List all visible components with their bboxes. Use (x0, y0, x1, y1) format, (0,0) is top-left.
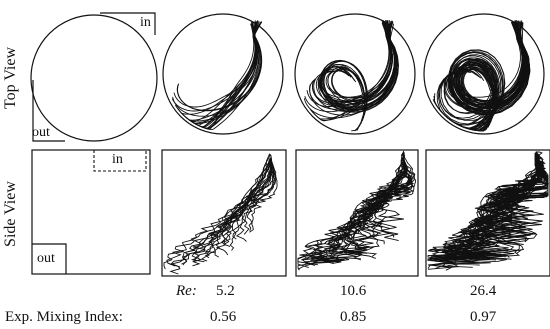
mixing-value-3: 0.97 (470, 309, 497, 325)
streamline (214, 163, 272, 258)
streamline (444, 22, 528, 115)
streamline (173, 21, 258, 108)
streamline (297, 155, 404, 270)
streamline (191, 159, 272, 263)
re-value-2: 10.6 (340, 283, 367, 299)
streamline (232, 157, 275, 240)
top-schematic (30, 12, 158, 142)
streamline (443, 21, 527, 114)
side-view-re-10.6 (295, 149, 419, 277)
streamline (450, 154, 545, 256)
streamline (172, 21, 263, 117)
top-view-re-10.6 (294, 13, 416, 135)
mixing-value-2: 0.85 (340, 309, 367, 325)
streamline (297, 152, 404, 269)
row-label-top: Top View (2, 46, 19, 110)
streamline (331, 21, 396, 131)
top-view-re-5.2 (162, 13, 284, 135)
streamline (297, 150, 404, 266)
streamline (171, 21, 259, 112)
streamline (166, 153, 272, 267)
streamline (325, 21, 393, 98)
side-view-re-26.4 (425, 149, 550, 277)
streamline (461, 158, 547, 260)
mixing-index-label: Exp. Mixing Index: (5, 309, 123, 325)
re-value-3: 26.4 (470, 283, 497, 299)
streamline (323, 22, 397, 107)
streamline (169, 163, 272, 275)
streamline (475, 164, 549, 259)
streamline (452, 21, 521, 98)
top-inlet-line (100, 12, 156, 35)
row-label-side: Side View (2, 181, 19, 247)
side-inlet-box (93, 150, 147, 172)
side-view-re-5.2 (161, 149, 287, 277)
top-inlet-label: in (140, 15, 151, 30)
streamline (168, 158, 272, 268)
top-view-re-26.4 (423, 13, 545, 135)
side-outlet-label: out (37, 251, 55, 266)
streamline (453, 21, 527, 131)
streamline (329, 159, 408, 260)
streamline (183, 21, 262, 123)
streamline (191, 165, 272, 267)
re-label: Re: (176, 283, 197, 299)
streamline (440, 20, 531, 121)
side-inlet-label: in (112, 152, 123, 167)
re-value-1: 5.2 (216, 283, 235, 299)
side-schematic (31, 149, 151, 275)
side-outlet-box (32, 243, 67, 274)
streamline (457, 22, 526, 131)
streamline (306, 20, 391, 107)
streamline (309, 20, 393, 120)
streamline (163, 154, 272, 270)
streamline (372, 165, 415, 242)
streamline (427, 152, 541, 269)
streamline (324, 163, 407, 264)
streamline (229, 165, 274, 251)
streamline (427, 154, 542, 269)
top-outlet-label: out (32, 125, 50, 140)
streamline (320, 21, 394, 98)
streamline (331, 20, 395, 125)
streamline (315, 155, 405, 258)
top-outlet-line (32, 80, 65, 142)
mixing-value-1: 0.56 (210, 309, 237, 325)
